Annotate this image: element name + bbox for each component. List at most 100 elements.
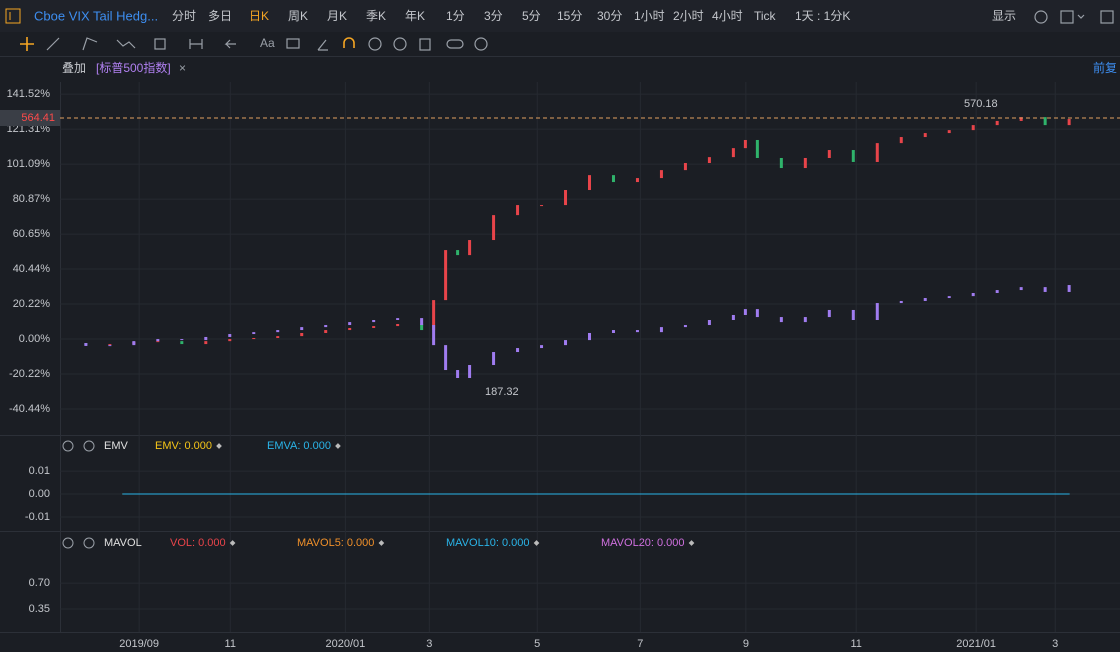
candle [456, 370, 460, 378]
legend-dot [688, 540, 695, 546]
candle [156, 341, 160, 343]
hide-tool[interactable] [393, 37, 407, 51]
overlay-symbol[interactable]: [标普500指数] [96, 60, 171, 75]
tool-bar [0, 32, 1120, 56]
candle [1043, 117, 1047, 126]
period-tab[interactable]: 日K [249, 9, 269, 23]
candle [755, 309, 759, 318]
candle [108, 345, 112, 347]
panel-name[interactable]: MAVOL [104, 537, 142, 549]
adjust-menu[interactable]: 前复 [1093, 60, 1117, 75]
candle [827, 309, 831, 318]
display-menu[interactable]: 显示 [992, 9, 1016, 23]
move-tool[interactable] [20, 37, 34, 51]
period-tab[interactable]: 年K [405, 9, 425, 23]
x-tick-label: 9 [743, 638, 749, 650]
candle [132, 341, 136, 346]
period-tab[interactable]: 1小时 [634, 9, 665, 23]
period-tab[interactable]: 15分 [557, 9, 582, 23]
legend-name: MAVOL5: [297, 537, 344, 549]
legend-name: MAVOL20: [601, 537, 654, 549]
candle [540, 345, 544, 349]
candle [827, 150, 831, 158]
angle-tool[interactable] [317, 39, 328, 51]
symbol-title[interactable]: Cboe VIX Tail Hedg... [34, 8, 158, 23]
channel-tool[interactable] [82, 37, 98, 51]
layout-icon[interactable] [1060, 10, 1074, 24]
panel-settings[interactable] [62, 537, 74, 549]
candle [324, 330, 328, 333]
candle [899, 300, 903, 304]
fib-tool[interactable] [154, 38, 166, 50]
candle [743, 139, 747, 149]
x-tick-label: 11 [225, 638, 236, 650]
candle [444, 250, 448, 301]
candle [779, 317, 783, 323]
y-tick-label: -20.22% [9, 368, 50, 380]
candle [348, 322, 352, 326]
settings-icon[interactable] [1034, 10, 1048, 24]
candle [372, 326, 376, 328]
candle [468, 365, 472, 378]
candle [564, 340, 568, 346]
period-tab[interactable]: 1分 [446, 9, 465, 23]
period-tab[interactable]: 1天 : 1分K [795, 9, 850, 23]
period-tab[interactable]: 2小时 [673, 9, 704, 23]
candle [923, 133, 927, 138]
candle [743, 309, 747, 315]
candle [276, 336, 280, 339]
candle [492, 215, 496, 241]
price-tag [0, 110, 60, 127]
magnet-tool[interactable] [343, 37, 355, 48]
window-icon[interactable] [1100, 10, 1114, 24]
tool-settings[interactable] [474, 37, 488, 51]
lock-tool[interactable] [368, 37, 382, 51]
candle [803, 317, 807, 323]
period-tab[interactable]: 多日 [208, 9, 232, 23]
candle [204, 341, 208, 345]
candle [456, 250, 460, 256]
delete-tool[interactable] [419, 38, 431, 51]
legend-value: 0.000 [657, 537, 685, 549]
candle [396, 323, 400, 327]
period-tab[interactable]: 月K [327, 9, 347, 23]
period-tab[interactable]: 分时 [172, 9, 196, 23]
note-tool[interactable] [286, 38, 300, 49]
y-tick-label: 0.00% [19, 333, 50, 345]
legend-name: EMV: [155, 440, 182, 452]
candle [995, 120, 999, 126]
period-tab[interactable]: 3分 [484, 9, 503, 23]
arrow-tool[interactable] [224, 39, 236, 49]
candle [875, 303, 879, 321]
period-tab[interactable]: 5分 [522, 9, 541, 23]
panel-close[interactable] [83, 537, 95, 549]
legend-dot [216, 443, 222, 449]
x-tick-label: 5 [534, 638, 540, 650]
panel-settings[interactable] [62, 440, 74, 452]
candle [755, 139, 759, 158]
candle [516, 348, 520, 353]
line-tool[interactable] [46, 37, 60, 51]
wave-tool[interactable] [116, 39, 136, 49]
y-tick-label: -0.01 [25, 511, 50, 523]
candle [180, 339, 184, 341]
period-tab[interactable]: Tick [754, 9, 777, 23]
panel-close[interactable] [83, 440, 95, 452]
candle [971, 293, 975, 297]
y-tick-label: 141.52% [7, 88, 51, 100]
period-tab[interactable]: 周K [288, 9, 308, 23]
text-tool[interactable]: Aa [260, 36, 275, 50]
panel-name[interactable]: EMV [104, 440, 129, 452]
candle [516, 205, 520, 216]
measure-tool[interactable] [189, 39, 203, 49]
link-tool[interactable] [446, 39, 464, 49]
overlay-close[interactable]: × [179, 61, 186, 75]
period-tab[interactable]: 季K [366, 9, 386, 23]
period-tab[interactable]: 30分 [597, 9, 622, 23]
candle [444, 345, 448, 371]
candle [252, 338, 256, 340]
period-tab[interactable]: 4小时 [712, 9, 743, 23]
candle [468, 240, 472, 256]
legend-value: 0.000 [198, 537, 226, 549]
